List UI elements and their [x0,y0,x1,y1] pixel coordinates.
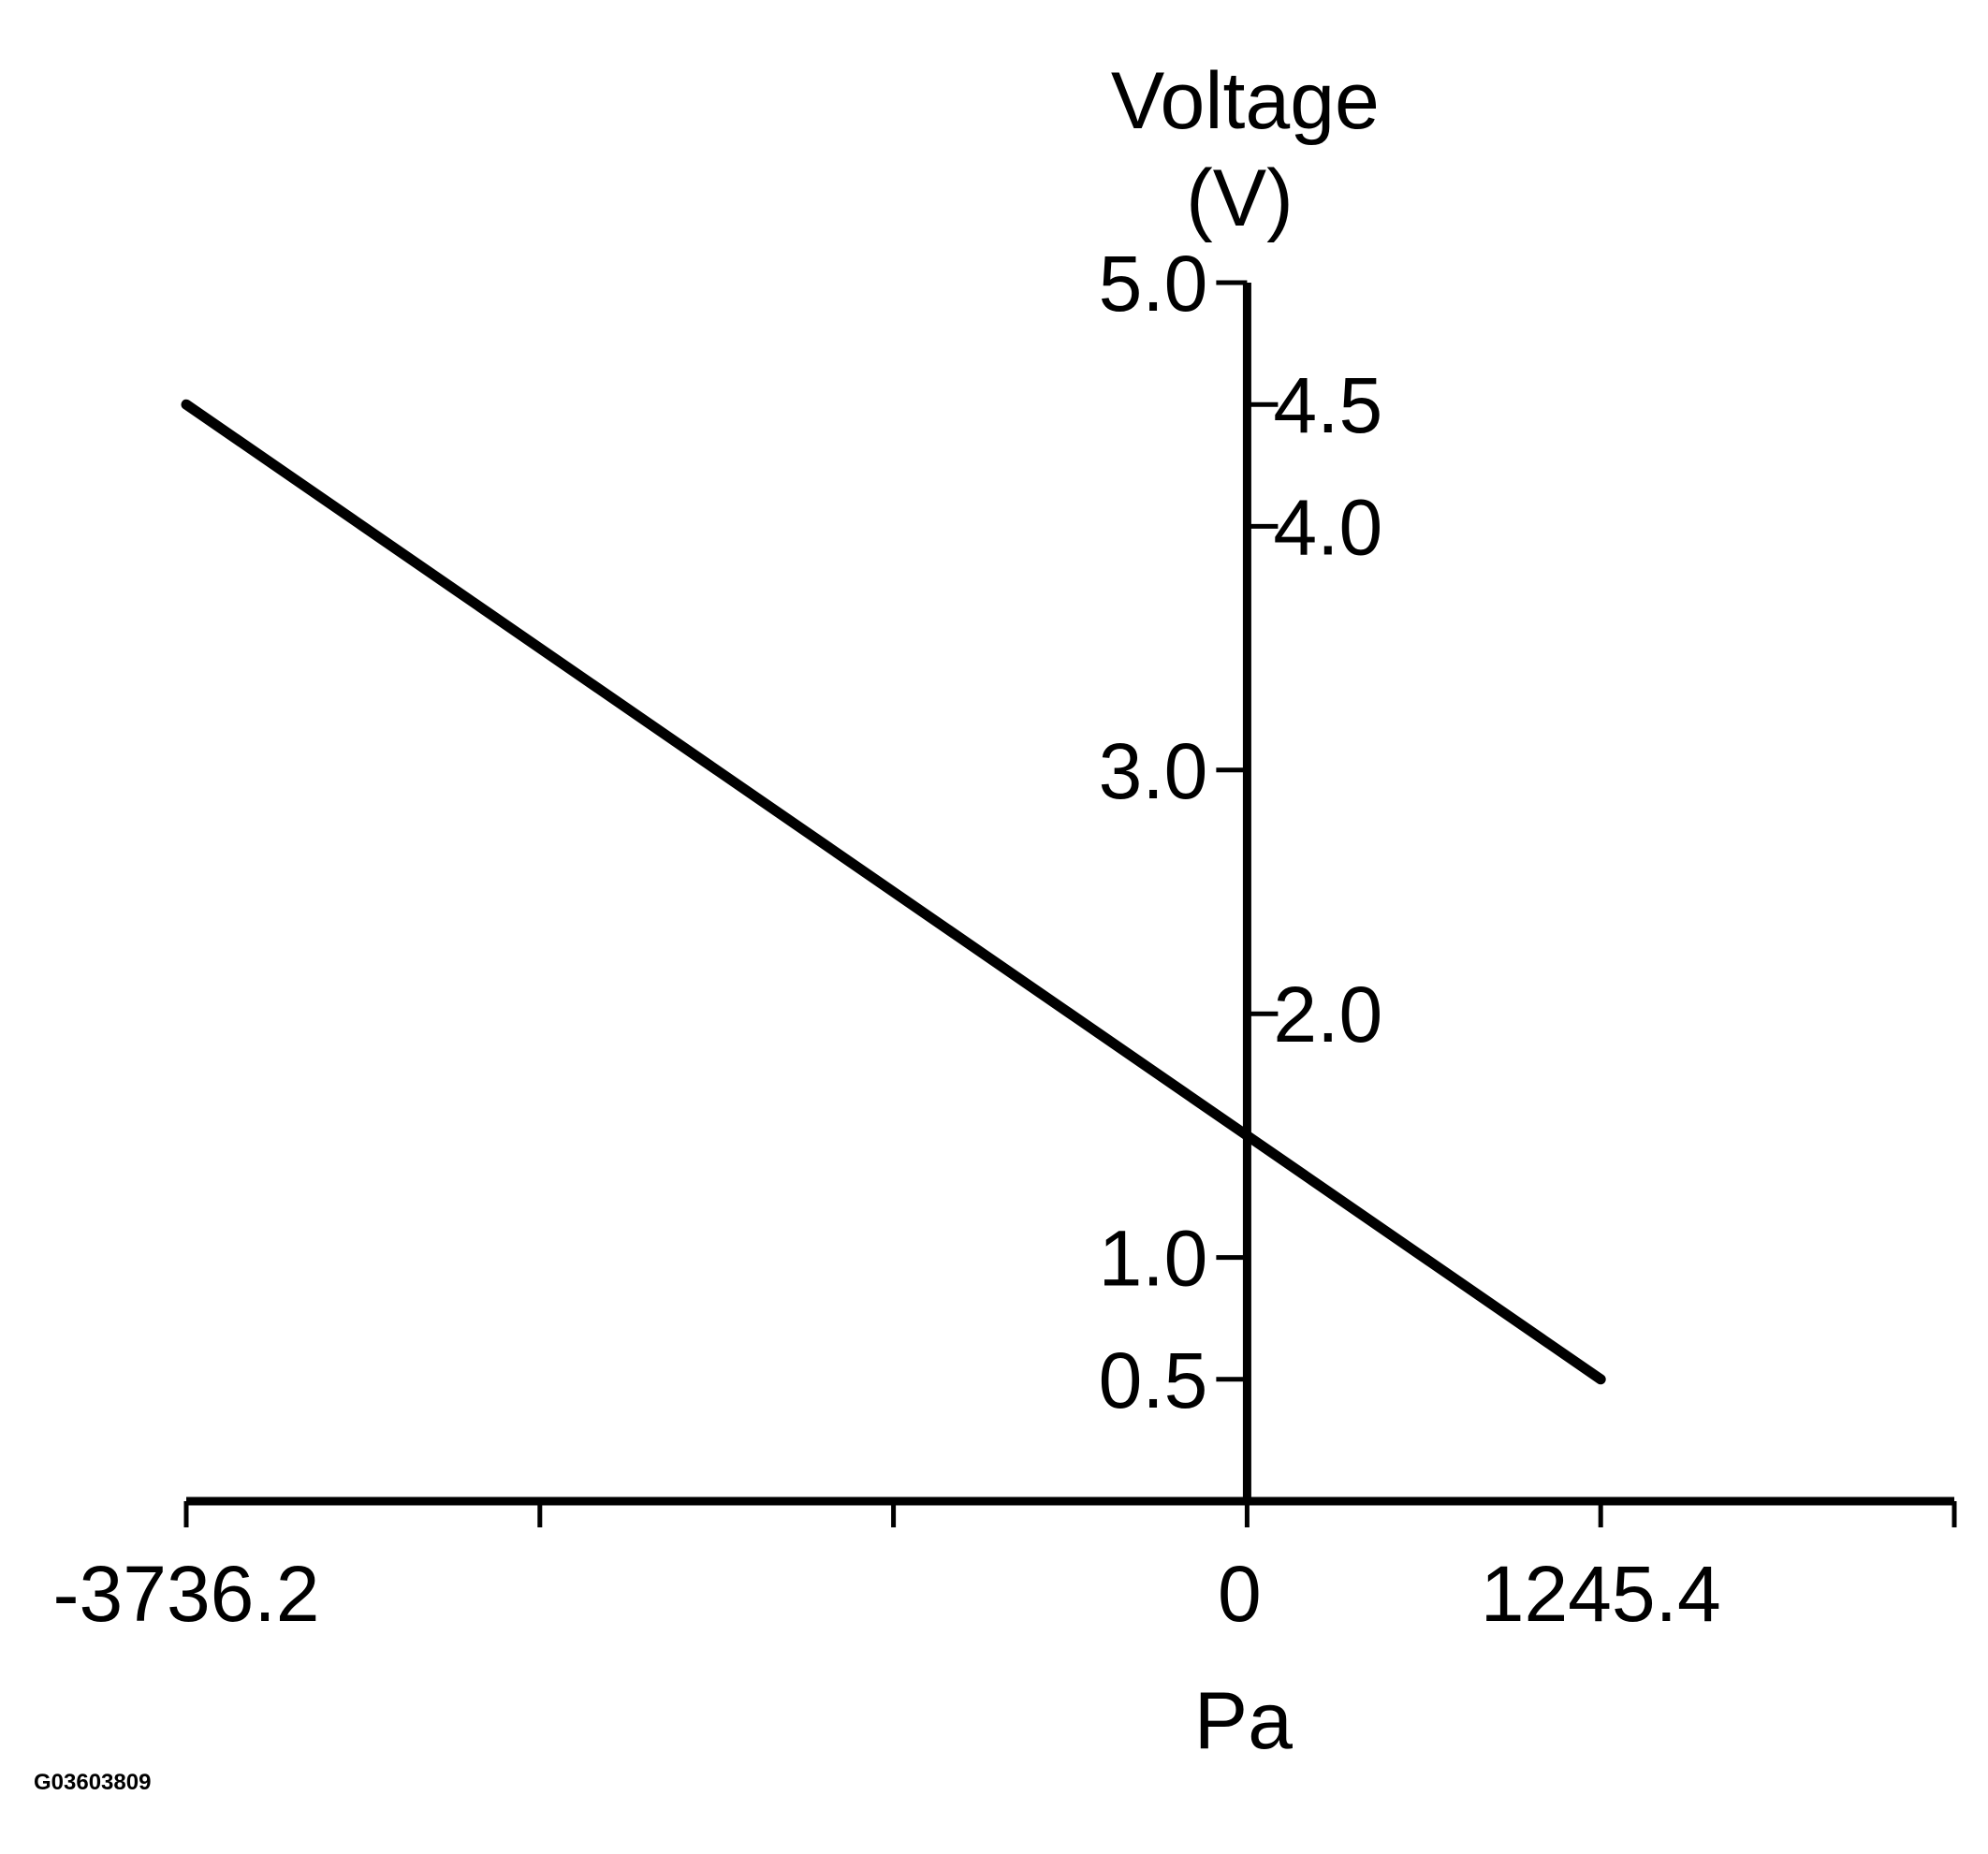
labels-layer: Voltage (V) Pa -3736.2 0 1245.4 0.5 1.0 2.0 3.… [53,56,1721,1766]
figure-id: G03603809 [34,1770,151,1795]
y-tick-label: 0.5 [1099,1336,1208,1424]
y-axis-title-line-1: Voltage [1111,56,1380,146]
y-tick-label: 4.0 [1273,483,1382,571]
y-tick-label: 2.0 [1273,971,1382,1058]
x-axis-title: Pa [1194,1676,1293,1766]
x-tick-label: -3736.2 [53,1550,320,1638]
x-tick-label: 1245.4 [1481,1550,1721,1638]
y-tick-label: 4.5 [1273,361,1382,449]
x-tick-label: 0 [1218,1550,1262,1638]
series-line [181,399,1606,1385]
y-axis-title-line-2: (V) [1186,153,1294,243]
y-tick-label: 3.0 [1099,727,1208,815]
y-tick-label: 1.0 [1099,1215,1208,1303]
y-tick-label: 5.0 [1099,240,1208,328]
ticks-layer [183,280,1957,1527]
